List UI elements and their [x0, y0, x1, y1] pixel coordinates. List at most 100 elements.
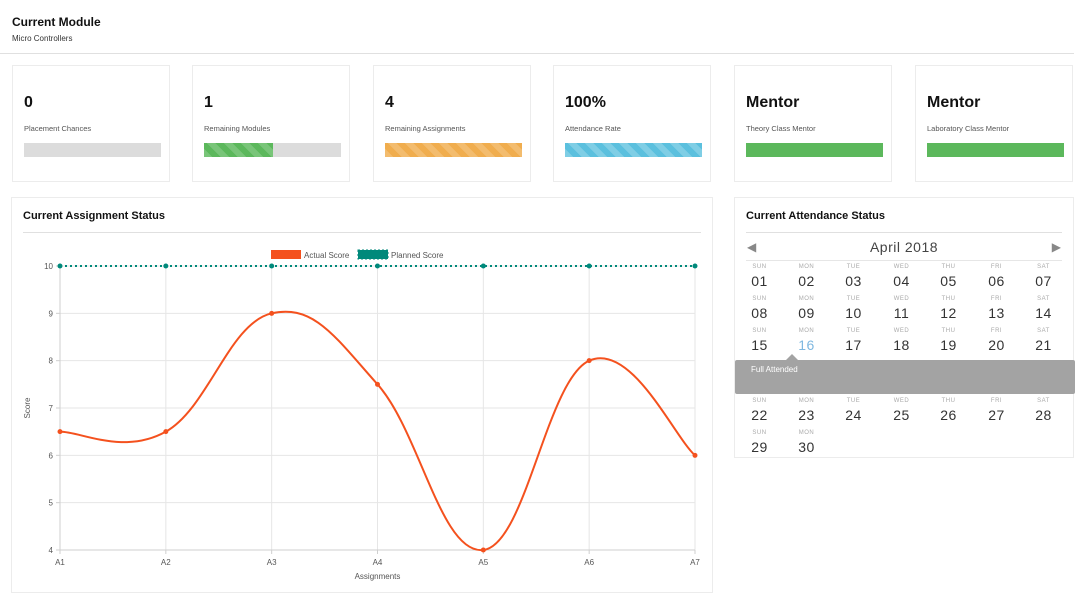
calendar-day-number: 17 [845, 337, 862, 353]
calendar-day-number: 05 [940, 273, 957, 289]
calendar-day[interactable]: SAT 21 [1020, 328, 1067, 353]
calendar-day[interactable]: MON 30 [783, 430, 830, 455]
attendance-status-panel: Current Attendance Status ◀ April 2018 ▶… [734, 197, 1075, 458]
calendar-day[interactable]: WED 25 [878, 398, 925, 423]
calendar-day-number: 02 [798, 273, 815, 289]
stat-value: 1 [204, 94, 213, 111]
actual-score-point [375, 381, 380, 387]
calendar-day[interactable]: TUE 17 [830, 328, 877, 353]
stat-progress-bar [927, 143, 1064, 157]
calendar-day[interactable]: MON 23 [783, 398, 830, 423]
stat-progress-fill [927, 143, 1064, 157]
calendar-day[interactable]: FRI 13 [973, 296, 1020, 321]
calendar-day[interactable]: SAT 14 [1020, 296, 1067, 321]
calendar-day-number: 25 [893, 407, 910, 423]
calendar-day[interactable]: WED 04 [878, 264, 925, 289]
weekday-label: MON [798, 264, 815, 270]
calendar-day[interactable]: SUN 15 [736, 328, 783, 353]
planned-score-point [269, 263, 275, 269]
stat-progress-fill [204, 143, 273, 157]
calendar-day[interactable]: TUE 03 [830, 264, 877, 289]
stat-progress-bar [24, 143, 161, 157]
calendar-day[interactable]: FRI 06 [973, 264, 1020, 289]
y-tick-label: 10 [44, 262, 53, 271]
stat-progress-bar [565, 143, 702, 157]
calendar-day[interactable]: SUN 01 [736, 264, 783, 289]
x-tick-label: A5 [478, 558, 488, 567]
stat-value: Mentor [746, 94, 800, 111]
calendar-day[interactable]: TUE 10 [830, 296, 877, 321]
y-axis-title: Score [23, 397, 32, 418]
calendar-day[interactable]: MON 02 [783, 264, 830, 289]
calendar-day[interactable]: MON 16 [783, 328, 830, 353]
calendar-day[interactable]: THU 19 [925, 328, 972, 353]
weekday-label: FRI [990, 264, 1003, 270]
weekday-label: THU [941, 296, 956, 302]
weekday-label: SUN [752, 328, 767, 334]
calendar-day-number: 12 [940, 305, 957, 321]
chevron-right-icon[interactable]: ▶ [1051, 240, 1061, 254]
weekday-label: TUE [846, 328, 861, 334]
weekday-label: MON [798, 430, 815, 436]
planned-score-point [586, 263, 592, 269]
actual-score-point [692, 452, 698, 458]
calendar-day[interactable]: TUE 24 [830, 398, 877, 423]
calendar-day-number: 22 [751, 407, 768, 423]
calendar-day-number: 21 [1035, 337, 1052, 353]
panel-divider [23, 232, 701, 233]
calendar-day[interactable]: SUN 08 [736, 296, 783, 321]
calendar-day-number: 09 [798, 305, 815, 321]
y-tick-label: 5 [49, 499, 54, 508]
stat-progress-bar [746, 143, 883, 157]
calendar-day-number: 18 [893, 337, 910, 353]
weekday-label: FRI [990, 328, 1003, 334]
assignment-status-title: Current Assignment Status [23, 210, 166, 222]
assignment-status-panel: Current Assignment Status 4 5 6 7 8 9 10 A1 A2 A3… [11, 197, 713, 593]
calendar-month-label: April 2018 [869, 239, 939, 255]
stat-progress-fill [385, 143, 522, 157]
actual-score-legend-swatch [271, 250, 301, 259]
weekday-label: TUE [846, 264, 861, 270]
stat-label: Remaining Modules [204, 124, 271, 133]
stat-card: 1 Remaining Modules [192, 65, 350, 182]
actual-score-legend-label: Actual Score [304, 251, 350, 260]
calendar-day-number: 20 [988, 337, 1005, 353]
actual-score-point [57, 429, 63, 435]
calendar-day[interactable]: WED 11 [878, 296, 925, 321]
calendar-day[interactable]: FRI 20 [973, 328, 1020, 353]
x-axis-title: Assignments [355, 572, 401, 581]
stat-label: Placement Chances [24, 124, 92, 133]
weekday-label: SUN [752, 264, 767, 270]
x-tick-label: A7 [690, 558, 700, 567]
calendar-day[interactable]: WED 18 [878, 328, 925, 353]
calendar-day[interactable]: MON 09 [783, 296, 830, 321]
weekday-label: SUN [752, 296, 767, 302]
chevron-left-icon[interactable]: ◀ [747, 240, 757, 254]
calendar-day[interactable]: THU 12 [925, 296, 972, 321]
weekday-label: TUE [846, 398, 861, 404]
calendar-day-number: 11 [893, 305, 910, 321]
calendar-divider [746, 260, 1062, 261]
weekday-label: SAT [1037, 398, 1050, 404]
calendar-day[interactable]: SAT 07 [1020, 264, 1067, 289]
calendar-day[interactable]: THU 26 [925, 398, 972, 423]
y-tick-label: 7 [49, 404, 54, 413]
calendar-today-number: 16 [798, 337, 815, 353]
calendar-day[interactable]: THU 05 [925, 264, 972, 289]
weekday-label: SUN [752, 430, 767, 436]
stat-progress-bar [204, 143, 341, 157]
calendar-day[interactable]: SUN 29 [736, 430, 783, 455]
calendar-day[interactable]: SAT 28 [1020, 398, 1067, 423]
calendar-day[interactable]: SUN 22 [736, 398, 783, 423]
attendance-tooltip-text: Full Attended [751, 365, 798, 374]
calendar-day-number: 28 [1035, 407, 1052, 423]
calendar-day[interactable]: FRI 27 [973, 398, 1020, 423]
stat-label: Laboratory Class Mentor [927, 124, 1010, 133]
calendar-day-number: 04 [893, 273, 910, 289]
stat-card: Mentor Theory Class Mentor [734, 65, 892, 182]
planned-score-point [480, 263, 486, 269]
x-tick-label: A2 [161, 558, 171, 567]
stat-value: 4 [385, 94, 394, 111]
calendar-day-number: 07 [1035, 273, 1052, 289]
